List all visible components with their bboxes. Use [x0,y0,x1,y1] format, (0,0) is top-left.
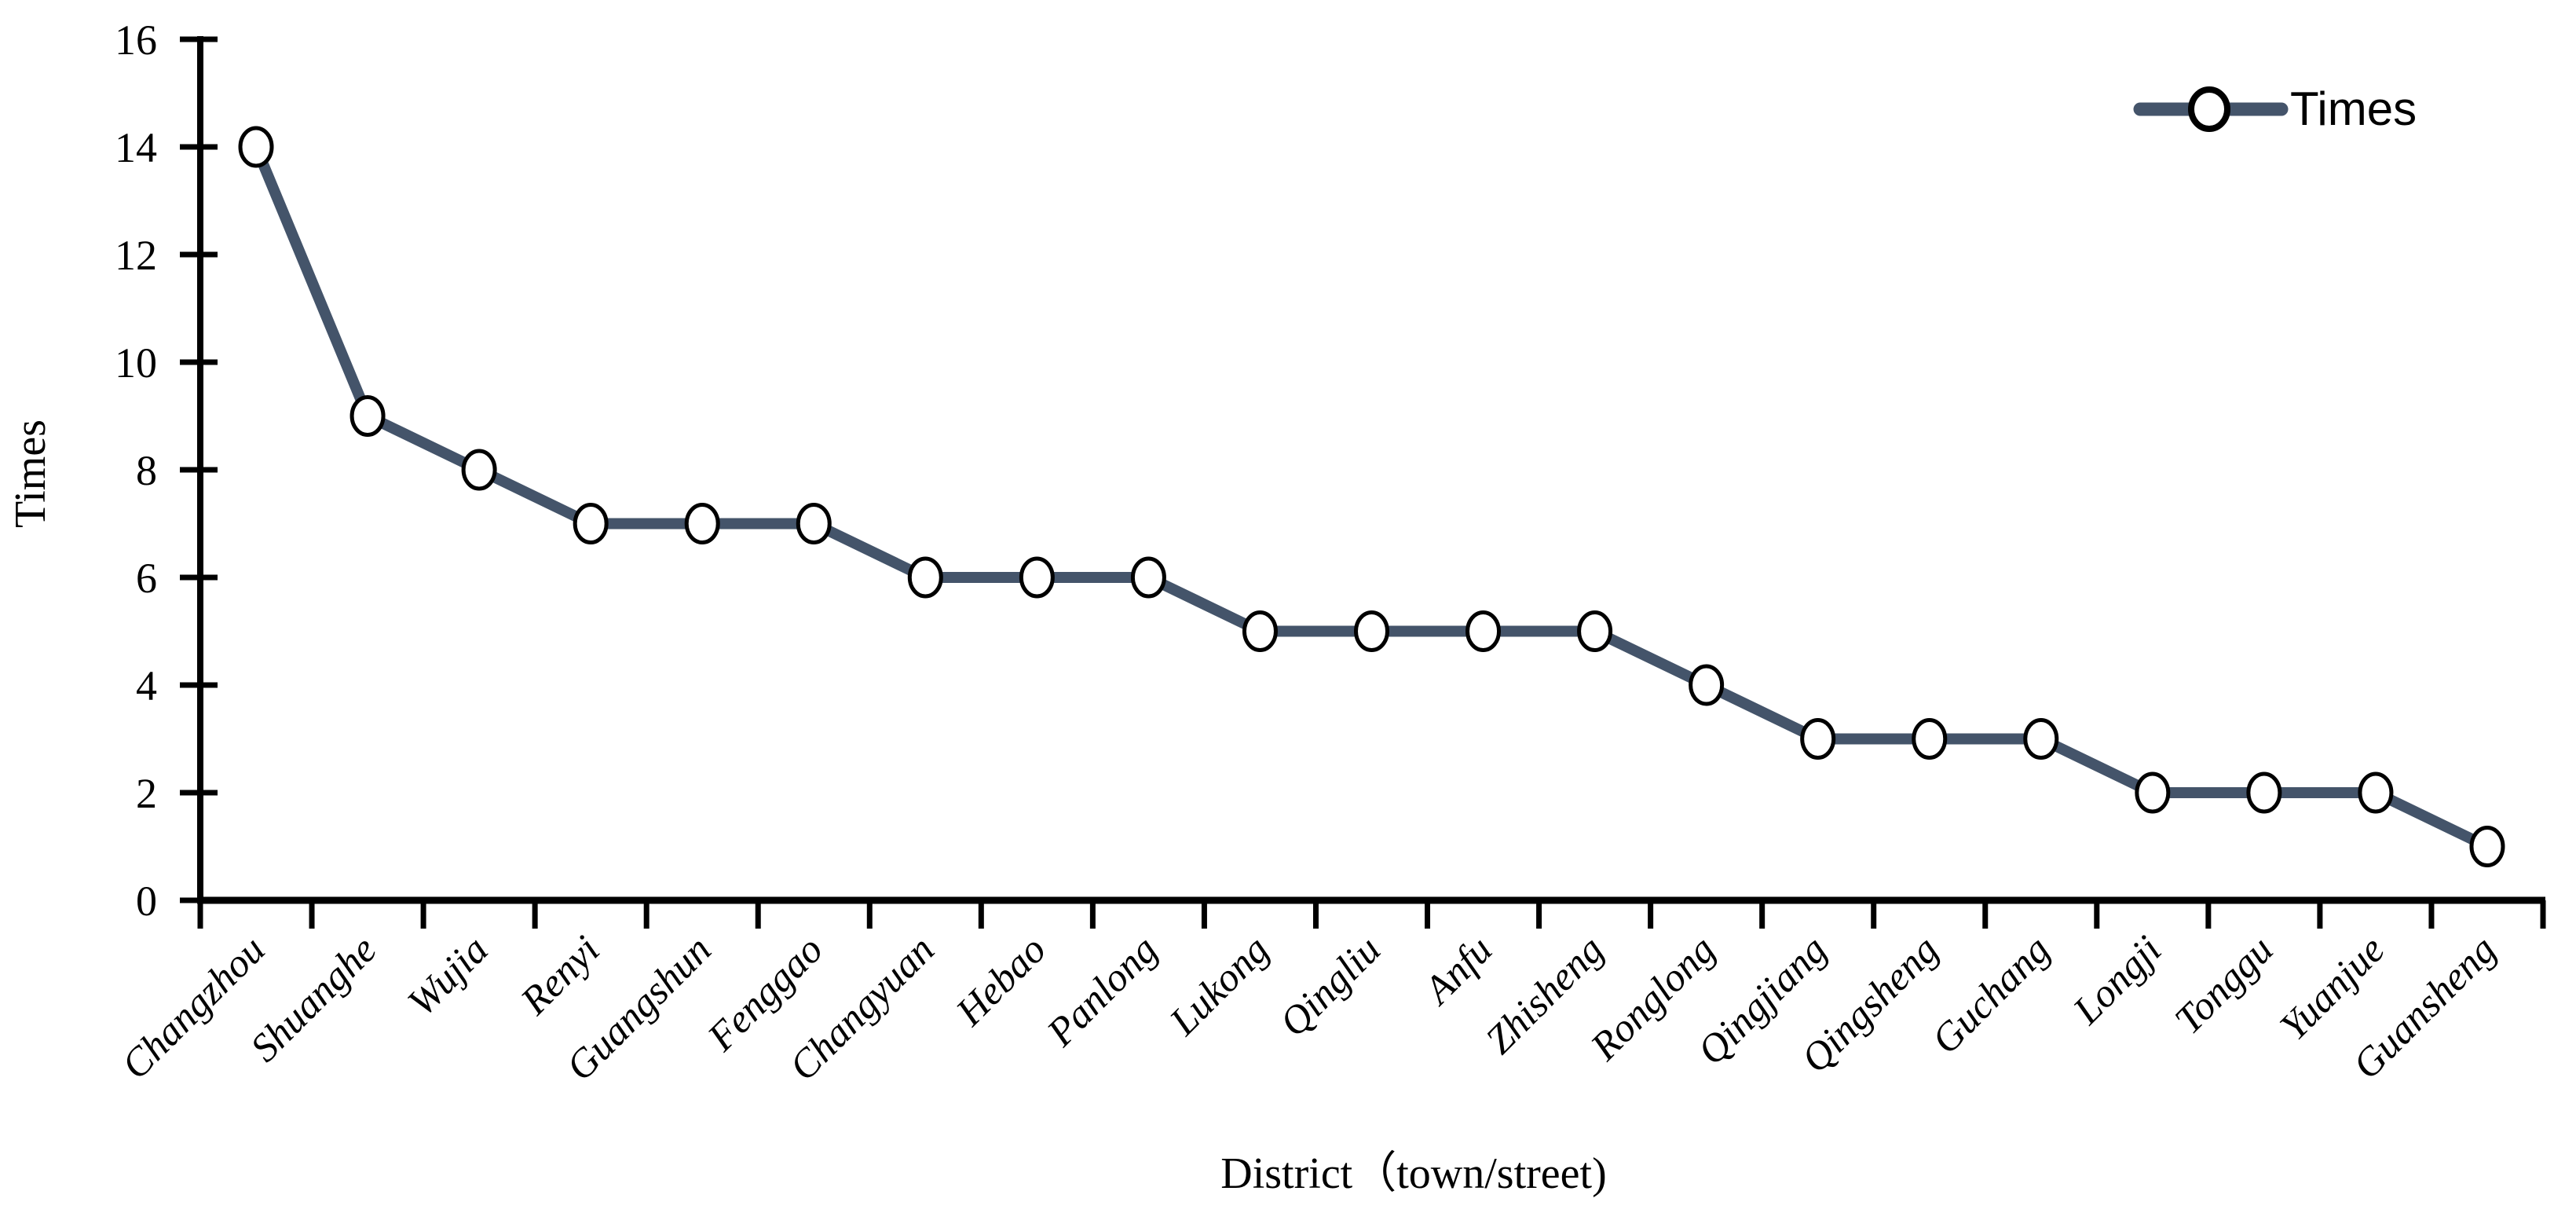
x-category-label: Changzhou [114,928,274,1088]
x-category-label: Panlong [1038,928,1166,1056]
data-point-marker [461,449,497,491]
y-tick-label: 12 [115,232,157,279]
y-tick-label: 0 [136,878,157,925]
data-point-marker [349,395,386,437]
series-line-times [251,141,2493,852]
x-category-label: Hebao [947,928,1054,1035]
x-category-label: Wujia [400,928,497,1025]
legend-label: Times [2290,82,2417,135]
data-point-marker [2469,826,2505,867]
data-point-marker [2023,718,2059,760]
y-tick-label: 6 [136,555,157,602]
y-axis-title: Times [6,420,55,528]
data-point-marker [2358,771,2394,814]
y-tick-label: 2 [136,770,157,817]
data-point-marker [1800,718,1836,760]
data-point-marker [796,503,832,544]
data-point-marker [1689,664,1725,706]
data-point-marker [1465,610,1502,652]
x-category-label: Anfu [1414,928,1501,1014]
data-point-marker [1354,610,1389,652]
data-point-marker [573,503,609,544]
x-category-label: Renyi [512,928,608,1024]
data-point-marker [1019,556,1055,599]
data-point-marker [238,126,274,168]
y-tick-label: 8 [136,447,157,494]
data-point-marker [1577,610,1613,652]
x-category-label: Longji [2065,928,2170,1033]
data-point-marker [1130,556,1166,599]
legend-marker [2188,86,2230,132]
x-axis-title: District（town/street) [1220,1149,1606,1198]
y-tick-label: 14 [115,124,157,171]
x-category-label: Guchang [1923,928,2058,1063]
x-category-label: Qingliu [1272,928,1389,1046]
data-point-marker [2135,771,2171,814]
x-category-label: Tonggu [2167,928,2282,1043]
y-tick-label: 10 [115,339,157,387]
y-tick-label: 4 [136,662,157,709]
data-point-marker [2246,771,2282,814]
x-category-label: Lukong [1161,928,1277,1044]
data-point-marker [1242,610,1278,652]
data-point-marker [1912,718,1948,760]
data-point-marker [907,556,943,599]
data-point-marker [684,503,720,544]
y-tick-label: 16 [115,16,157,64]
legend: Times [2133,82,2417,135]
